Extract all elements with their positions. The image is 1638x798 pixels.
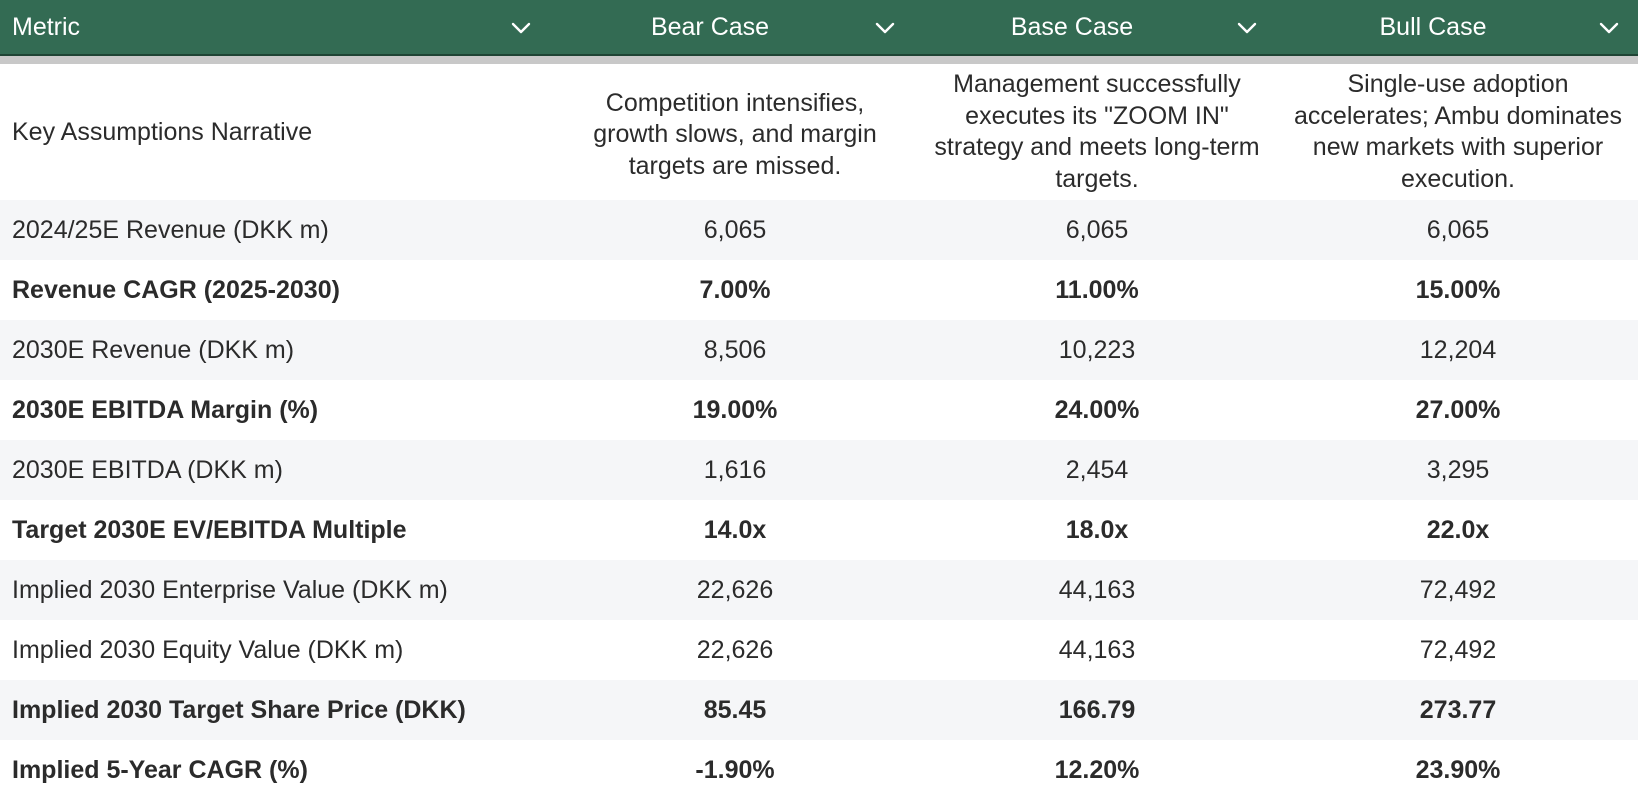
cell-bear: 14.0x [703,515,767,544]
table-row: 2024/25E Revenue (DKK m) 6,065 6,065 6,0… [0,200,1638,260]
column-header-base[interactable]: Base Case [916,0,1278,54]
cell-bull: 15.00% [1415,275,1501,304]
cell-base: 2,454 [1065,455,1129,484]
header-divider [0,56,1638,64]
column-header-bull[interactable]: Bull Case [1278,0,1638,54]
chevron-down-icon[interactable] [510,17,532,39]
cell-bear: 85.45 [703,695,767,724]
cell-bull: 72,492 [1419,635,1497,664]
cell-bull: 3,295 [1426,455,1490,484]
cell-base: 12.20% [1054,755,1140,784]
cell-bull: 6,065 [1426,215,1490,244]
table-row: Target 2030E EV/EBITDA Multiple 14.0x 18… [0,500,1638,560]
cell-bear: 6,065 [703,215,767,244]
column-header-label: Bear Case [650,12,770,41]
row-label: 2030E Revenue (DKK m) [12,335,295,364]
cell-base: Management successfully executes its "ZO… [934,70,1260,193]
table-row: 2030E EBITDA (DKK m) 1,616 2,454 3,295 [0,440,1638,500]
row-label: Implied 5-Year CAGR (%) [12,755,308,784]
row-label: Target 2030E EV/EBITDA Multiple [12,515,407,544]
column-header-label: Metric [12,12,81,41]
row-label: 2030E EBITDA (DKK m) [12,455,283,484]
cell-base: 6,065 [1065,215,1129,244]
row-label: Revenue CAGR (2025-2030) [12,275,340,304]
table-row: Revenue CAGR (2025-2030) 7.00% 11.00% 15… [0,260,1638,320]
cell-bear: 22,626 [696,635,774,664]
cell-base: 24.00% [1054,395,1140,424]
row-label: 2024/25E Revenue (DKK m) [12,215,329,244]
cell-base: 10,223 [1058,335,1136,364]
row-label: 2030E EBITDA Margin (%) [12,395,319,424]
cell-base: 44,163 [1058,575,1136,604]
cell-bull: Single-use adoption accelerates; Ambu do… [1294,70,1622,193]
table-row: 2030E EBITDA Margin (%) 19.00% 24.00% 27… [0,380,1638,440]
cell-bear: -1.90% [695,755,775,784]
cell-bull: 23.90% [1415,755,1501,784]
chevron-down-icon[interactable] [1236,17,1258,39]
table-row: Implied 2030 Enterprise Value (DKK m) 22… [0,560,1638,620]
chevron-down-icon[interactable] [1598,17,1620,39]
row-label: Key Assumptions Narrative [12,117,313,146]
table-row: 2030E Revenue (DKK m) 8,506 10,223 12,20… [0,320,1638,380]
chevron-down-icon[interactable] [874,17,896,39]
table-row: Implied 2030 Equity Value (DKK m) 22,626… [0,620,1638,680]
cell-base: 18.0x [1065,515,1129,544]
column-header-metric[interactable]: Metric [0,0,554,54]
row-label: Implied 2030 Enterprise Value (DKK m) [12,575,448,604]
row-label: Implied 2030 Equity Value (DKK m) [12,635,404,664]
cell-bear: Competition intensifies, growth slows, a… [593,88,877,180]
table-row: Implied 2030 Target Share Price (DKK) 85… [0,680,1638,740]
column-header-bear[interactable]: Bear Case [554,0,916,54]
cell-base: 44,163 [1058,635,1136,664]
table-header: Metric Bear Case Base Case Bull Case [0,0,1638,56]
cell-bull: 12,204 [1419,335,1497,364]
cell-base: 11.00% [1055,275,1139,304]
cell-bear: 8,506 [703,335,767,364]
cell-bear: 19.00% [692,395,778,424]
column-header-label: Base Case [1010,12,1134,41]
row-label: Implied 2030 Target Share Price (DKK) [12,695,466,724]
cell-bull: 273.77 [1419,695,1497,724]
table-row: Implied 5-Year CAGR (%) -1.90% 12.20% 23… [0,740,1638,798]
cell-base: 166.79 [1058,695,1136,724]
table-row-narrative: Key Assumptions Narrative Competition in… [0,64,1638,200]
cell-bear: 7.00% [699,275,771,304]
cell-bull: 27.00% [1415,395,1501,424]
cell-bull: 22.0x [1426,515,1490,544]
cell-bear: 22,626 [696,575,774,604]
column-header-label: Bull Case [1379,12,1487,41]
cell-bear: 1,616 [703,455,767,484]
cell-bull: 72,492 [1419,575,1497,604]
